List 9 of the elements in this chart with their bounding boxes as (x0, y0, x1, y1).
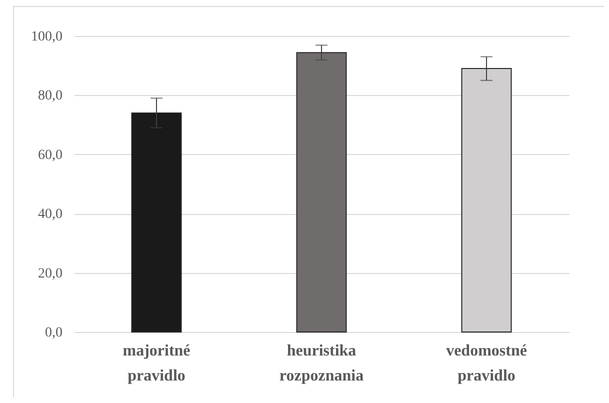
y-tick-label: 0,0 (45, 326, 62, 340)
y-tick-label: 40,0 (38, 207, 62, 222)
y-tick-label: 80,0 (38, 88, 62, 104)
y-tick-label: 60,0 (38, 148, 62, 163)
x-tick-label: heuristika rozpoznania (279, 342, 364, 384)
y-tick-label: 20,0 (38, 266, 62, 282)
x-tick-label: majoritné pravidlo (122, 342, 190, 384)
x-tick-label: vedomostné pravidlo (446, 342, 527, 384)
y-tick-label: 100,0 (31, 30, 62, 44)
